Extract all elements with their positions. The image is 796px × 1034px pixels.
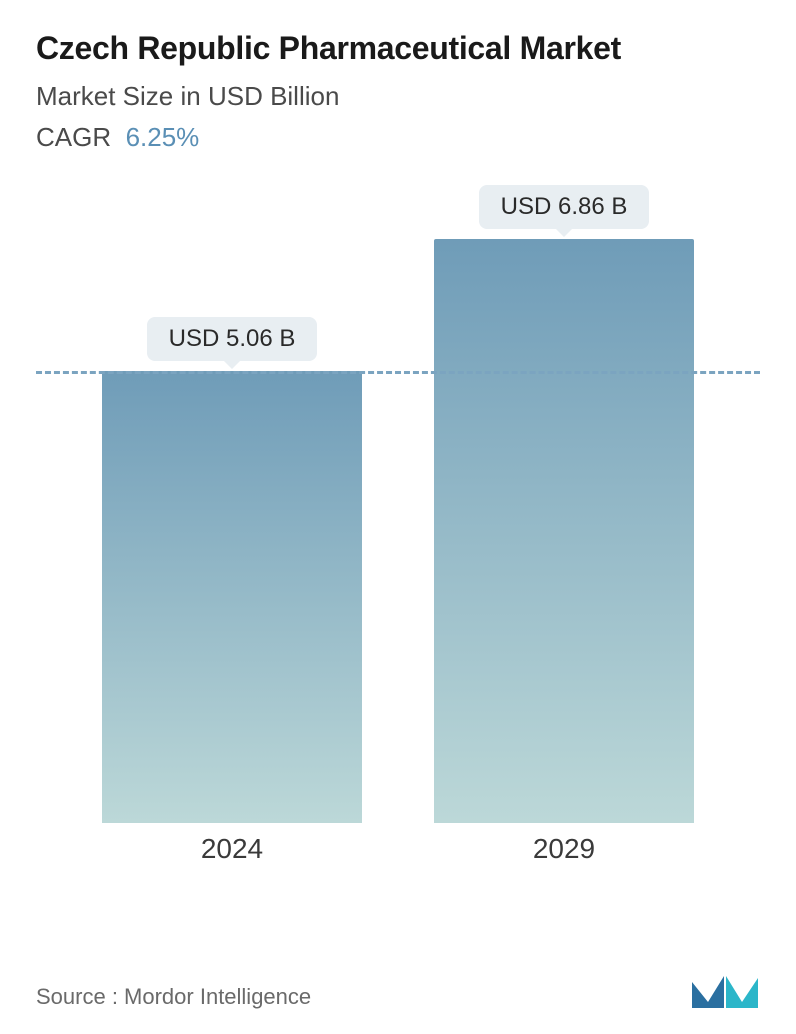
- mordor-logo-icon: [690, 968, 760, 1010]
- bars-container: USD 5.06 B USD 6.86 B: [36, 183, 760, 823]
- chart-title: Czech Republic Pharmaceutical Market: [36, 30, 760, 67]
- bar-column-2029: USD 6.86 B: [424, 185, 704, 823]
- value-badge: USD 6.86 B: [479, 185, 650, 229]
- chart-footer: Source : Mordor Intelligence: [36, 968, 760, 1010]
- bar: [102, 371, 362, 823]
- cagr-label: CAGR: [36, 122, 111, 152]
- chart-area: USD 5.06 B USD 6.86 B 2024 2029: [36, 183, 760, 883]
- bar-column-2024: USD 5.06 B: [92, 317, 372, 823]
- x-axis-labels: 2024 2029: [36, 833, 760, 883]
- source-text: Source : Mordor Intelligence: [36, 984, 311, 1010]
- cagr-value: 6.25%: [126, 122, 200, 152]
- bar: [434, 239, 694, 823]
- x-axis-label: 2024: [92, 833, 372, 883]
- reference-dashed-line: [36, 371, 760, 374]
- value-badge: USD 5.06 B: [147, 317, 318, 361]
- chart-subtitle: Market Size in USD Billion: [36, 81, 760, 112]
- cagr-line: CAGR 6.25%: [36, 122, 760, 153]
- x-axis-label: 2029: [424, 833, 704, 883]
